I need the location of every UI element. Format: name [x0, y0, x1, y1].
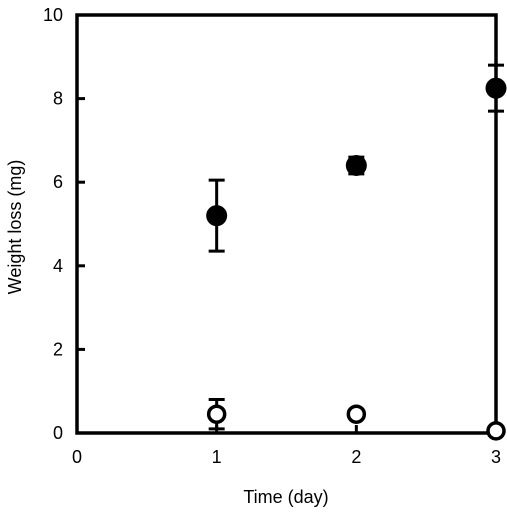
y-tick-label: 4: [53, 256, 63, 276]
x-axis-label: Time (day): [243, 487, 328, 507]
y-tick-label: 10: [43, 5, 63, 25]
plot-frame: [75, 13, 498, 435]
y-tick-label: 0: [53, 423, 63, 443]
y-tick-label: 8: [53, 89, 63, 109]
x-tick-label: 0: [72, 447, 82, 467]
x-tick-label: 1: [212, 447, 222, 467]
data-point-filled: [206, 205, 228, 227]
data-point-open: [346, 404, 367, 424]
y-tick-label: 6: [53, 172, 63, 192]
data-point-filled: [485, 77, 507, 99]
x-tick-label: 3: [491, 447, 501, 467]
data-point-filled: [345, 154, 367, 176]
plot-area: [75, 13, 498, 435]
data-point-open: [206, 404, 227, 424]
y-axis-ticks: 0 2 4 6 8 10: [43, 5, 85, 443]
y-axis-label: Weight loss (mg): [5, 160, 25, 295]
data-point-open: [486, 421, 506, 441]
x-tick-label: 2: [351, 447, 361, 467]
series-layer: [206, 63, 507, 441]
y-tick-label: 2: [53, 339, 63, 359]
